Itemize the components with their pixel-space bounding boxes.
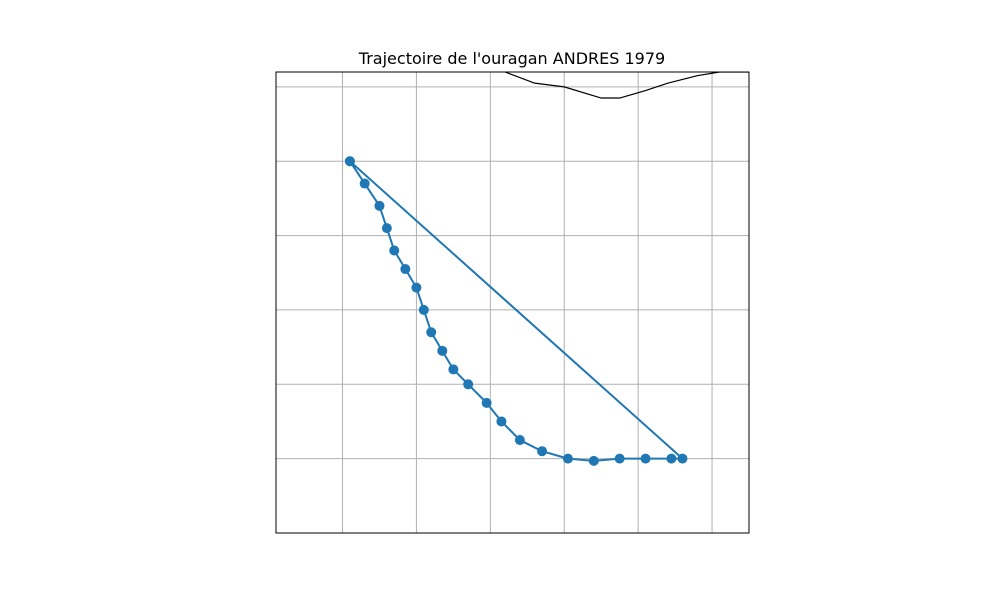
plot-frame xyxy=(275,71,750,534)
track-point xyxy=(588,455,599,466)
track-point xyxy=(418,304,429,315)
track-point xyxy=(381,223,392,234)
track-point xyxy=(448,364,459,375)
track-point xyxy=(514,435,525,446)
track-point xyxy=(400,264,411,275)
track-point xyxy=(614,453,625,464)
grid-lines xyxy=(276,72,749,533)
track-point xyxy=(537,446,548,457)
track-point xyxy=(411,282,422,293)
track-line-0 xyxy=(349,160,684,462)
track-point xyxy=(562,453,573,464)
track-point xyxy=(640,453,651,464)
track-point xyxy=(481,397,492,408)
track-point xyxy=(344,156,355,167)
track-layer xyxy=(344,156,688,466)
chart-title: Trajectoire de l'ouragan ANDRES 1979 xyxy=(358,49,665,68)
track-point xyxy=(359,178,370,189)
coastline-layer xyxy=(504,72,749,99)
track-point xyxy=(374,200,385,211)
track-point xyxy=(426,327,437,338)
coastline xyxy=(504,72,749,99)
track-point xyxy=(463,379,474,390)
track-point xyxy=(677,453,688,464)
track-point xyxy=(496,416,507,427)
track-point xyxy=(389,245,400,256)
track-point xyxy=(437,345,448,356)
track-point xyxy=(666,453,677,464)
